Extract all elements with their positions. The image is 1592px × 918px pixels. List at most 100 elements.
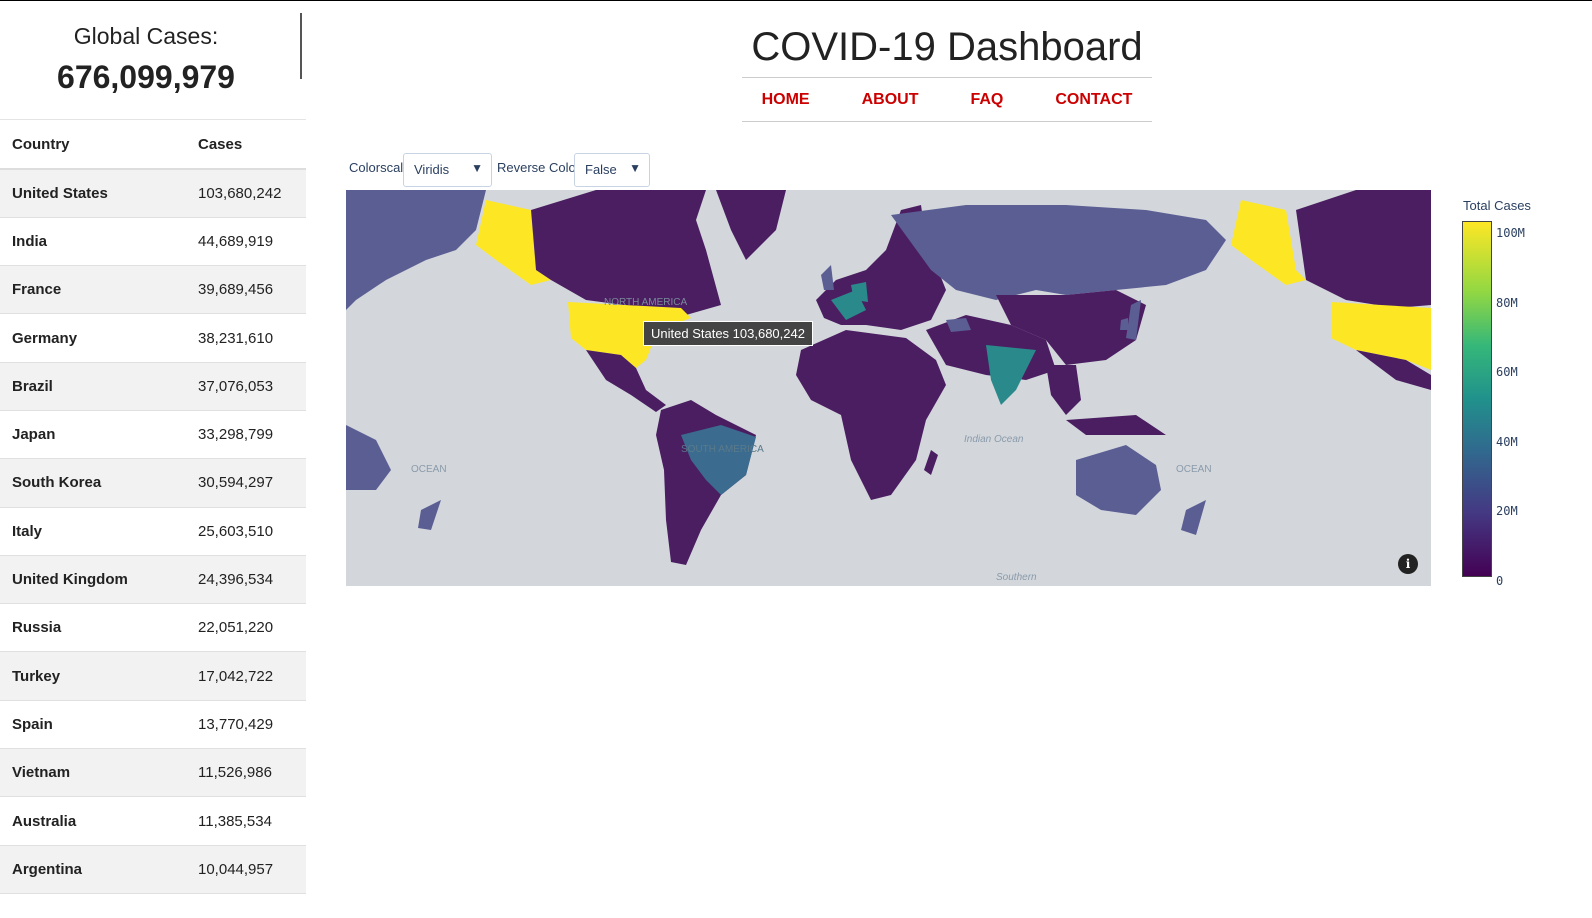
table-row: South Korea 30,594,297 — [0, 458, 306, 508]
colorscale-value: Viridis — [414, 162, 450, 177]
table-row: Germany 38,231,610 — [0, 313, 306, 363]
cell-country: Turkey — [0, 651, 198, 701]
colorbar-tick-label: 80M — [1496, 295, 1518, 310]
global-cases-label: Global Cases: — [73, 23, 219, 49]
country-united-states-right[interactable] — [1331, 302, 1431, 370]
map-label-southern: Southern — [996, 572, 1037, 583]
cell-country: Italy — [0, 507, 198, 556]
cell-cases: 37,076,053 — [198, 362, 306, 411]
country-turkey[interactable] — [946, 318, 971, 332]
cell-country: France — [0, 265, 198, 315]
country-africa[interactable] — [796, 330, 946, 500]
cell-cases: 33,298,799 — [198, 410, 306, 460]
table-row: Russia 22,051,220 — [0, 603, 306, 653]
cell-country: United States — [0, 169, 198, 218]
map-label-indian-ocean: Indian Ocean — [964, 434, 1024, 445]
cell-cases: 17,042,722 — [198, 651, 306, 701]
cell-cases: 39,689,456 — [198, 265, 306, 315]
reverse-colorscale-value: False — [585, 162, 617, 177]
country-russia-east-left[interactable] — [346, 190, 486, 310]
cell-country: India — [0, 217, 198, 267]
colorscale-label: Colorscale: — [349, 160, 415, 175]
colorbar-tick-label: 20M — [1496, 504, 1518, 519]
table-header-row: Country Cases — [0, 120, 306, 170]
country-madagascar[interactable] — [924, 450, 938, 475]
table-row: Japan 33,298,799 — [0, 410, 306, 460]
cell-cases: 13,770,429 — [198, 700, 306, 750]
table-body: United States 103,680,242 India 44,689,919 F… — [0, 169, 306, 894]
cell-cases: 25,603,510 — [198, 507, 306, 556]
sidebar: Global Cases: 676,099,979 Country Cases … — [0, 1, 306, 918]
colorbar — [1462, 221, 1492, 577]
country-indonesia[interactable] — [1066, 415, 1166, 435]
country-southeast-asia[interactable] — [1046, 365, 1081, 415]
country-united-states[interactable] — [568, 302, 691, 368]
table-row: Brazil 37,076,053 — [0, 362, 306, 411]
country-south-korea[interactable] — [1120, 318, 1128, 330]
dropdown-arrow-icon: ▼ — [471, 161, 483, 175]
colorbar-title: Total Cases — [1463, 198, 1531, 213]
cell-country: Australia — [0, 796, 198, 846]
cell-cases: 30,594,297 — [198, 458, 306, 508]
cell-cases: 24,396,534 — [198, 555, 306, 605]
country-united-kingdom[interactable] — [821, 265, 834, 290]
country-russia[interactable] — [891, 205, 1226, 300]
table-row: France 39,689,456 — [0, 265, 306, 315]
cell-cases: 38,231,610 — [198, 313, 306, 363]
cell-country: Argentina — [0, 845, 198, 894]
table-row: Italy 25,603,510 — [0, 507, 306, 556]
cell-country: United Kingdom — [0, 555, 198, 605]
country-canada-islands[interactable] — [636, 190, 706, 230]
map-label-ocean-right: OCEAN — [1176, 464, 1212, 475]
country-greenland[interactable] — [716, 190, 786, 260]
nav-faq-link[interactable]: FAQ — [970, 90, 1004, 108]
map-label-south-america: SOUTH AMERICA — [681, 444, 764, 455]
country-australia[interactable] — [1076, 445, 1161, 515]
cell-cases: 22,051,220 — [198, 603, 306, 653]
colorscale-dropdown[interactable]: Viridis ▼ — [403, 153, 492, 187]
info-icon[interactable]: i — [1398, 554, 1418, 574]
country-alaska-right[interactable] — [1231, 200, 1306, 285]
country-new-zealand[interactable] — [1181, 500, 1206, 535]
page-title: COVID-19 Dashboard — [751, 25, 1143, 69]
map-hover-tooltip: United States 103,680,242 — [643, 321, 813, 346]
table-row: United States 103,680,242 — [0, 169, 306, 218]
cell-country: Vietnam — [0, 748, 198, 798]
nav-contact-link[interactable]: CONTACT — [1055, 90, 1133, 108]
cell-cases: 11,526,986 — [198, 748, 306, 798]
world-map-svg: NORTH AMERICA SOUTH AMERICA Indian Ocean… — [346, 190, 1431, 586]
table-row: United Kingdom 24,396,534 — [0, 555, 306, 605]
nav-home-link[interactable]: HOME — [761, 90, 810, 108]
global-cases-box: Global Cases: 676,099,979 — [0, 1, 306, 120]
cell-cases: 11,385,534 — [198, 796, 306, 846]
country-new-zealand-left[interactable] — [418, 500, 441, 530]
cell-country: South Korea — [0, 458, 198, 508]
country-alaska[interactable] — [476, 200, 551, 285]
country-japan[interactable] — [1126, 300, 1141, 340]
column-header-country[interactable]: Country — [0, 120, 198, 170]
country-canada-right[interactable] — [1296, 190, 1431, 308]
main-nav: HOME ABOUT FAQ CONTACT — [742, 77, 1152, 122]
table-row: India 44,689,919 — [0, 217, 306, 267]
country-mexico-right[interactable] — [1356, 350, 1431, 390]
divider — [300, 13, 302, 79]
table-row: Australia 11,385,534 — [0, 796, 306, 846]
column-header-cases[interactable]: Cases — [198, 120, 306, 170]
cell-country: Russia — [0, 603, 198, 653]
country-india[interactable] — [986, 345, 1036, 405]
choropleth-map[interactable]: NORTH AMERICA SOUTH AMERICA Indian Ocean… — [346, 190, 1431, 586]
colorbar-tick-label: 0 — [1496, 574, 1504, 588]
country-china[interactable] — [996, 290, 1146, 365]
country-brazil[interactable] — [681, 425, 756, 495]
country-mexico[interactable] — [586, 350, 666, 412]
table-row: Turkey 17,042,722 — [0, 651, 306, 701]
cell-cases: 103,680,242 — [198, 169, 306, 218]
colorbar-tick-label: 100M — [1496, 226, 1525, 240]
nav-about-link[interactable]: ABOUT — [861, 90, 919, 108]
table-row: Vietnam 11,526,986 — [0, 748, 306, 798]
reverse-colorscale-dropdown[interactable]: False ▼ — [574, 153, 650, 187]
country-germany[interactable] — [851, 282, 868, 302]
country-australia-left[interactable] — [346, 425, 391, 490]
colorbar-tick-label: 40M — [1496, 434, 1518, 449]
cell-cases: 44,689,919 — [198, 217, 306, 267]
